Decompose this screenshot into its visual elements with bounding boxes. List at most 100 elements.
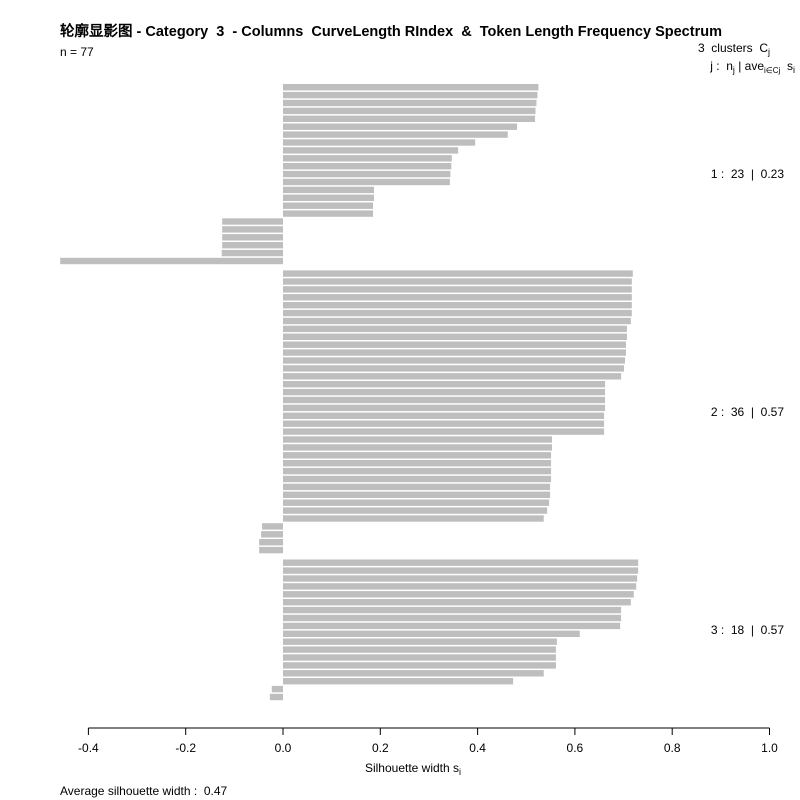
cluster-1-bar-8 bbox=[283, 139, 476, 146]
cluster-legend-header: j : nj | avei∈Cj si bbox=[709, 59, 795, 75]
cluster-2-bar-2 bbox=[283, 278, 632, 285]
cluster-1-bar-11 bbox=[283, 163, 452, 170]
x-axis: -0.4 -0.2 0.0 0.2 0.4 0.6 0.8 1.0 bbox=[78, 727, 778, 755]
x-tick-label: 0.8 bbox=[664, 741, 681, 755]
cluster-2-bar-29 bbox=[283, 491, 551, 498]
cluster-3-bar-4 bbox=[283, 583, 637, 590]
cluster-2-bar-21 bbox=[283, 428, 605, 435]
cluster-2-summary-label: 2 : 36 | 0.57 bbox=[711, 405, 784, 419]
cluster-2-bar-26 bbox=[283, 467, 552, 475]
x-tick-label: 0.2 bbox=[372, 741, 389, 755]
cluster-3-bar-7 bbox=[283, 606, 622, 614]
cluster-3-bar-12 bbox=[283, 646, 556, 653]
cluster-2-bar-31 bbox=[283, 507, 548, 514]
x-axis-title: Silhouette width si bbox=[365, 761, 461, 777]
cluster-1-bar-7 bbox=[283, 131, 508, 138]
cluster-2-bar-25 bbox=[283, 460, 552, 467]
cluster-2-bar-1 bbox=[283, 270, 633, 277]
cluster-2-bar-3 bbox=[283, 286, 632, 293]
cluster-2-bar-30 bbox=[283, 499, 550, 506]
cluster-3-bar-6 bbox=[283, 599, 631, 606]
cluster-3-bar-13 bbox=[283, 654, 556, 661]
cluster-2-bar-5 bbox=[283, 302, 632, 309]
cluster-3-bar-1 bbox=[283, 559, 639, 566]
cluster-2-bar-18 bbox=[283, 404, 606, 412]
x-tick-label: 0.6 bbox=[567, 741, 584, 755]
x-tick-label: 0.0 bbox=[275, 741, 292, 755]
cluster-2-bar-20 bbox=[283, 420, 605, 427]
cluster-2-bar-11 bbox=[283, 349, 626, 356]
cluster-2-bar-33 bbox=[262, 523, 283, 530]
cluster-count-subscript: j bbox=[767, 47, 770, 57]
cluster-summary-labels: 1 : 23 | 0.23 2 : 36 | 0.57 3 : 18 | 0.57 bbox=[711, 167, 784, 637]
legend-header-part-3: s bbox=[780, 59, 793, 73]
cluster-1-bar-12 bbox=[283, 170, 451, 178]
cluster-2-bar-34 bbox=[261, 531, 283, 538]
cluster-3-bar-2 bbox=[283, 567, 639, 574]
average-silhouette-label: Average silhouette width : 0.47 bbox=[60, 784, 228, 798]
legend-header-part-1: j : n bbox=[709, 59, 733, 73]
cluster-2-bar-36 bbox=[259, 546, 283, 554]
cluster-2-bar-6 bbox=[283, 309, 632, 317]
cluster-2-bar-24 bbox=[283, 452, 552, 459]
cluster-2-bar-23 bbox=[283, 444, 553, 451]
sample-size-label: n = 77 bbox=[60, 45, 94, 59]
cluster-2-bar-16 bbox=[283, 388, 606, 396]
cluster-1-bar-13 bbox=[283, 178, 450, 186]
cluster-2-bar-10 bbox=[283, 341, 626, 348]
x-tick-label: 0.4 bbox=[469, 741, 486, 755]
cluster-1-bar-20 bbox=[222, 234, 283, 241]
cluster-count-header: 3 clusters Cj bbox=[698, 41, 770, 57]
cluster-3-bar-8 bbox=[283, 614, 622, 622]
x-tick-label: -0.4 bbox=[78, 741, 99, 755]
cluster-3-bar-10 bbox=[283, 630, 580, 637]
cluster-1-bar-21 bbox=[222, 242, 283, 249]
cluster-2-bar-27 bbox=[283, 475, 552, 483]
cluster-1-bars bbox=[60, 84, 539, 265]
x-tick-label: 1.0 bbox=[761, 741, 778, 755]
cluster-1-bar-18 bbox=[222, 218, 283, 225]
cluster-3-bar-14 bbox=[283, 662, 556, 669]
cluster-2-bar-32 bbox=[283, 515, 544, 522]
cluster-3-bar-16 bbox=[283, 678, 514, 685]
cluster-3-bar-11 bbox=[283, 638, 557, 645]
cluster-1-bar-6 bbox=[283, 123, 518, 130]
cluster-2-bar-19 bbox=[283, 412, 605, 419]
cluster-3-bar-5 bbox=[283, 591, 634, 598]
cluster-1-bar-19 bbox=[222, 226, 283, 233]
cluster-3-summary-label: 3 : 18 | 0.57 bbox=[711, 623, 784, 637]
cluster-2-bar-22 bbox=[283, 436, 553, 443]
cluster-3-bars bbox=[269, 559, 639, 701]
cluster-1-bar-17 bbox=[283, 210, 373, 217]
cluster-1-bar-14 bbox=[283, 186, 374, 194]
x-tick-label: -0.2 bbox=[175, 741, 196, 755]
cluster-1-bar-23 bbox=[60, 257, 284, 265]
cluster-1-bar-22 bbox=[221, 249, 283, 257]
cluster-2-bar-8 bbox=[283, 325, 627, 333]
cluster-2-bar-12 bbox=[283, 357, 626, 364]
cluster-2-bar-14 bbox=[283, 373, 622, 380]
cluster-1-bar-1 bbox=[283, 84, 539, 91]
legend-header-sub-2: i∈Cj bbox=[764, 66, 781, 75]
x-axis-title-text: Silhouette width s bbox=[365, 761, 459, 775]
cluster-2-bar-7 bbox=[283, 317, 631, 325]
cluster-1-bar-10 bbox=[283, 155, 452, 162]
cluster-count-text: 3 clusters C bbox=[698, 41, 768, 55]
cluster-3-bar-9 bbox=[283, 622, 621, 630]
cluster-2-bar-35 bbox=[259, 539, 283, 546]
cluster-2-bar-17 bbox=[283, 396, 606, 404]
cluster-3-bar-18 bbox=[269, 693, 283, 701]
cluster-1-bar-5 bbox=[283, 115, 536, 122]
cluster-2-bar-13 bbox=[283, 365, 625, 372]
cluster-2-bar-28 bbox=[283, 483, 551, 491]
cluster-3-bar-15 bbox=[283, 670, 544, 677]
cluster-2-bars bbox=[259, 270, 633, 554]
cluster-1-bar-4 bbox=[283, 107, 536, 115]
cluster-2-bar-9 bbox=[283, 333, 627, 340]
cluster-1-summary-label: 1 : 23 | 0.23 bbox=[711, 167, 784, 181]
cluster-2-bar-4 bbox=[283, 294, 632, 301]
cluster-2-bar-15 bbox=[283, 381, 606, 388]
chart-title: 轮廓显影图 - Category 3 - Columns CurveLength… bbox=[60, 22, 722, 40]
legend-header-part-2: | ave bbox=[735, 59, 764, 73]
